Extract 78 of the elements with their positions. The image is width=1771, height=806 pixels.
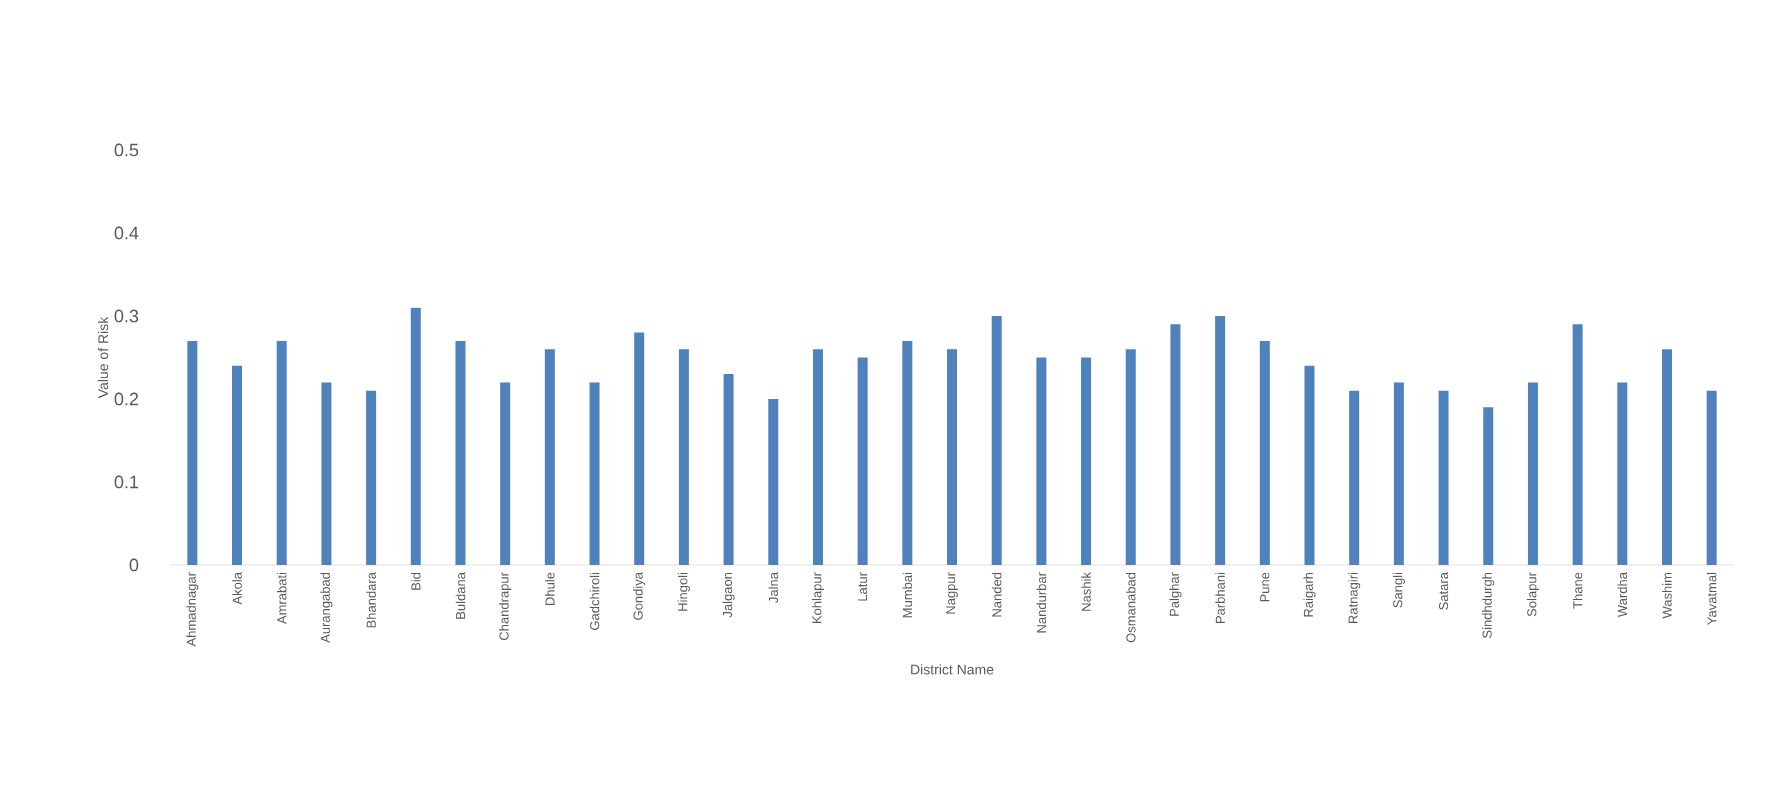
bar (634, 332, 645, 565)
y-tick-label: 0 (129, 558, 139, 572)
bar (500, 382, 511, 565)
bar (1706, 390, 1717, 565)
y-tick-label: 0.3 (114, 309, 139, 323)
x-tick-label: Sindhdurgh (1482, 572, 1495, 638)
x-tick-label: Jalna (768, 572, 779, 603)
x-tick-label: Sangli (1392, 572, 1405, 608)
x-tick-label: Pune (1260, 572, 1270, 602)
y-tick-label: 0.4 (114, 226, 139, 240)
x-tick-label: Gadchiroli (589, 572, 600, 630)
bar (1527, 382, 1538, 565)
bar (187, 340, 198, 565)
x-tick-label: Gondiya (633, 572, 646, 620)
bar (276, 340, 287, 565)
x-tick-label: Wardha (1617, 572, 1628, 618)
y-tick-label: 0.5 (114, 143, 139, 157)
y-axis-title: Value of Risk (97, 316, 109, 399)
x-tick-label: Ratnagiri (1348, 572, 1361, 624)
x-tick-label: Amrabati (276, 572, 287, 625)
x-tick-label: Osmanabad (1125, 572, 1136, 643)
bar (1438, 390, 1449, 565)
bar (1259, 340, 1270, 565)
bar (589, 382, 600, 565)
x-tick-label: Nandurbar (1036, 572, 1047, 633)
bar (723, 374, 734, 565)
bar (1170, 324, 1181, 565)
x-tick-label: Nagpur (946, 572, 958, 614)
x-tick-label: Satara (1438, 572, 1449, 610)
bar (1349, 390, 1360, 565)
bar (902, 340, 913, 565)
bar (410, 307, 421, 565)
x-tick-label: Parbhani (1215, 572, 1225, 624)
x-tick-label: Yavatmal (1706, 572, 1717, 625)
bar (947, 349, 958, 565)
bar (1081, 357, 1092, 565)
x-tick-label: Nashik (1081, 572, 1091, 611)
bar (812, 349, 823, 565)
x-tick-label: Latur (858, 572, 868, 601)
bar (1617, 382, 1628, 565)
bar (1036, 357, 1047, 565)
x-tick-label: Nanded (991, 572, 1002, 617)
x-tick-label: Akola (232, 572, 242, 605)
x-tick-label: Bid (411, 572, 421, 590)
bar (455, 340, 466, 565)
x-tick-label: Raigarh (1303, 572, 1316, 617)
x-tick-label: Thane (1572, 572, 1583, 609)
x-tick-label: Aurangabad (320, 572, 333, 643)
bar (1304, 365, 1315, 565)
bar (1483, 407, 1494, 565)
x-tick-label: Hingoli (677, 572, 690, 611)
bar (768, 398, 779, 565)
bar (366, 390, 377, 565)
bar (1393, 382, 1404, 565)
bar (232, 365, 243, 565)
x-tick-label: Palghar (1169, 572, 1182, 616)
x-tick-label: Ahmadnagar (186, 572, 199, 647)
bar (857, 357, 868, 565)
bar (1572, 324, 1583, 565)
bar (991, 315, 1002, 565)
x-tick-label: Washim (1662, 572, 1672, 619)
x-tick-label: Chandrapur (499, 572, 512, 641)
x-tick-label: Solapur (1526, 572, 1539, 617)
x-tick-label: Dhule (545, 572, 555, 605)
bar (678, 349, 689, 565)
y-tick-label: 0.1 (114, 475, 139, 489)
x-axis-title: District Name (911, 664, 994, 675)
bar (1215, 315, 1226, 565)
bar (1661, 349, 1672, 565)
x-tick-label: Mumbai (902, 572, 913, 618)
bar (544, 349, 555, 565)
x-tick-label: Kohlapur (811, 572, 825, 624)
x-tick-label: Jalgaon (722, 572, 735, 618)
bar (321, 382, 332, 565)
x-tick-label: Bhandara (366, 572, 376, 628)
x-tick-label: Buldana (455, 572, 466, 619)
bar (1125, 349, 1136, 565)
y-tick-label: 0.2 (114, 392, 139, 406)
